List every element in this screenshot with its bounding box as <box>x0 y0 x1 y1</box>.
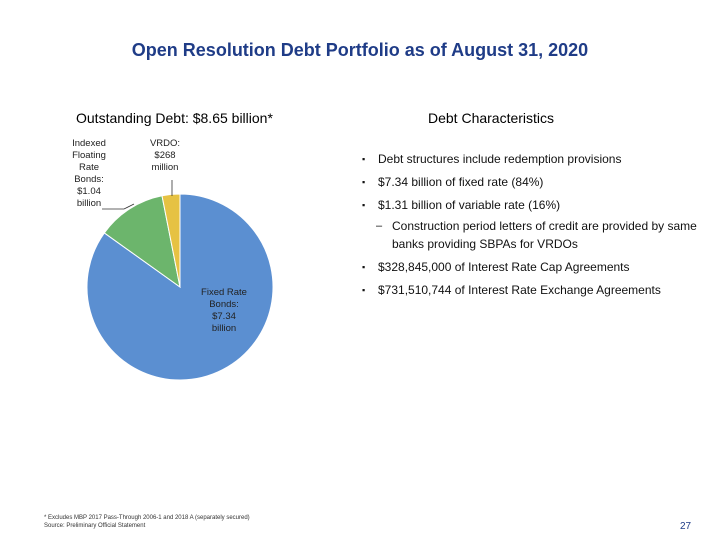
list-item: ▪ $328,845,000 of Interest Rate Cap Agree… <box>362 260 630 274</box>
pie-chart-heading: Outstanding Debt: $8.65 billion* <box>76 110 273 126</box>
list-item: ▪ $731,510,744 of Interest Rate Exchange … <box>362 283 661 297</box>
bullet-icon: ▪ <box>362 285 366 295</box>
pie-slice-fixed-rate <box>86 193 274 381</box>
dash-icon: – <box>376 220 383 232</box>
pie-label-indexed-floating: Indexed Floating Rate Bonds: $1.04 billi… <box>72 138 106 209</box>
list-item: ▪ $7.34 billion of fixed rate (84%) <box>362 175 544 189</box>
slide-title: Open Resolution Debt Portfolio as of Aug… <box>131 40 589 60</box>
bullet-icon: ▪ <box>362 262 366 272</box>
bullet-icon: ▪ <box>362 200 366 210</box>
pie-slice-vrdo <box>161 193 181 288</box>
characteristics-heading: Debt Characteristics <box>428 110 555 126</box>
pie-label-fixed-rate: Fixed Rate Bonds: $7.34 billion <box>201 287 247 334</box>
page-number: 27 <box>680 521 692 532</box>
list-item: ▪ Debt structures include redemption prov… <box>362 152 622 166</box>
characteristics-list: ▪ Debt structures include redemption prov… <box>362 150 702 304</box>
list-subitem: – Construction period letters of credit a… <box>376 219 697 251</box>
list-item: ▪ $1.31 billion of variable rate (16%) <box>362 198 561 212</box>
bullet-icon: ▪ <box>362 177 366 187</box>
pie-slice-indexed-floating <box>103 195 181 289</box>
bullet-icon: ▪ <box>362 154 366 164</box>
footnote: * Excludes MBP 2017 Pass-Through 2006-1 … <box>44 515 250 529</box>
leader-indexed-floating <box>102 203 135 210</box>
pie-label-vrdo: VRDO: $268 million <box>149 138 181 173</box>
